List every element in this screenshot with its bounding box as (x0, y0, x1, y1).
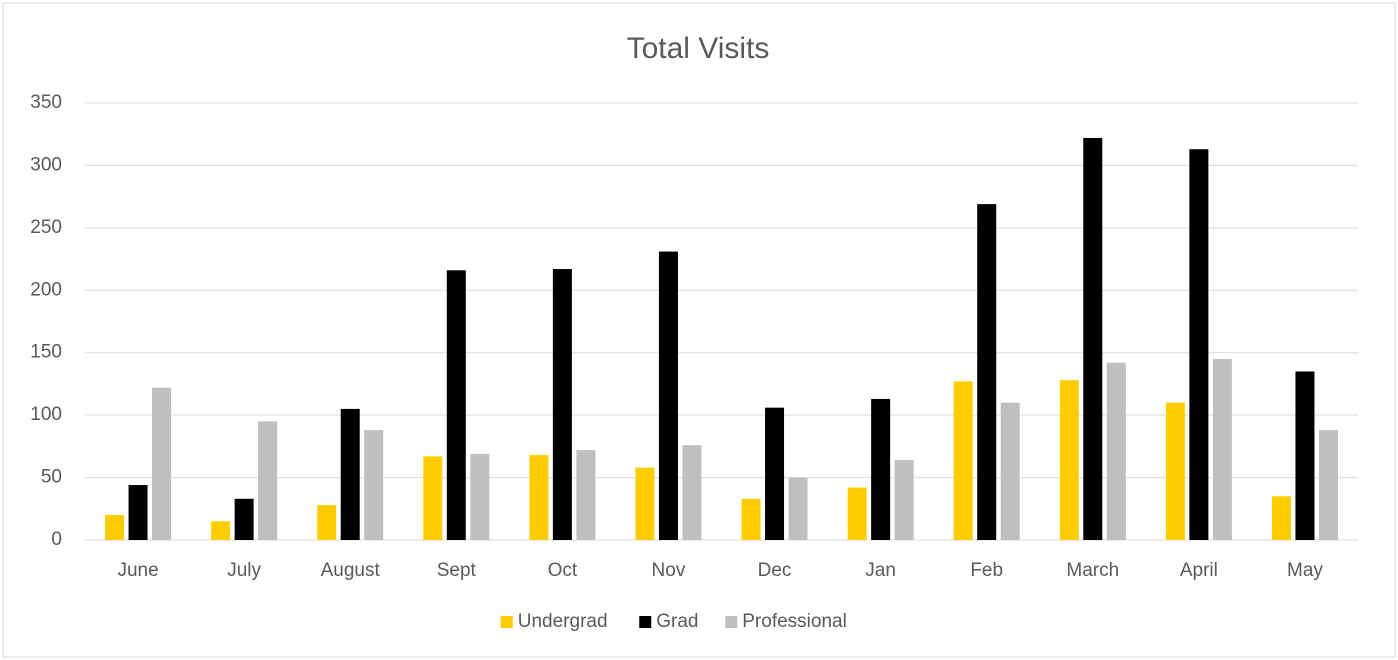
bar (1318, 430, 1338, 540)
chart-title: Total Visits (627, 32, 770, 65)
bar (529, 455, 549, 540)
bar (741, 498, 761, 540)
bar (977, 204, 997, 541)
legend-label: Grad (656, 611, 698, 632)
y-tick-label: 150 (30, 342, 62, 363)
x-tick-label: Sept (437, 560, 477, 581)
bar (1106, 362, 1126, 540)
bar (1000, 402, 1020, 540)
bar (470, 453, 490, 540)
bar (635, 467, 655, 540)
bar (788, 477, 808, 540)
x-tick-label: Dec (758, 560, 792, 581)
x-tick-label: April (1180, 560, 1218, 581)
x-tick-label: June (117, 560, 158, 581)
y-tick-label: 200 (30, 279, 62, 300)
x-tick-label: March (1066, 560, 1119, 581)
bar (364, 430, 384, 540)
bar (658, 251, 678, 540)
bar (446, 270, 466, 540)
bar (576, 450, 596, 540)
x-tick-label: Oct (548, 560, 578, 581)
bar (317, 505, 337, 540)
legend-swatch (725, 616, 738, 628)
bar (894, 460, 914, 540)
legend-label: Professional (742, 611, 847, 632)
bar (1212, 358, 1232, 540)
y-tick-label: 100 (30, 404, 62, 425)
bar (847, 487, 867, 540)
bar (1295, 371, 1315, 540)
y-tick-label: 250 (30, 217, 62, 238)
bar (128, 485, 148, 540)
bar (1059, 380, 1079, 540)
bar (1189, 149, 1209, 540)
x-tick-label: Feb (970, 560, 1003, 581)
bar (1271, 496, 1291, 540)
x-tick-label: Jan (865, 560, 896, 581)
bar (1083, 137, 1103, 540)
x-tick-label: May (1287, 560, 1323, 581)
bar (871, 398, 891, 540)
legend-label: Undergrad (518, 611, 608, 632)
x-tick-label: Nov (652, 560, 686, 581)
x-tick-label: August (321, 560, 381, 581)
bar (105, 515, 125, 540)
y-tick-label: 300 (30, 154, 62, 175)
y-tick-label: 350 (30, 92, 62, 113)
bar (258, 421, 278, 540)
bar (211, 521, 231, 540)
bar (682, 445, 702, 540)
bar (234, 498, 254, 540)
bar (765, 407, 785, 540)
bar (152, 387, 172, 540)
y-tick-label: 0 (51, 529, 62, 550)
y-tick-label: 50 (41, 467, 62, 488)
bar (423, 456, 443, 540)
legend-swatch (500, 616, 513, 628)
legend-swatch (639, 616, 652, 628)
bar (953, 381, 973, 540)
bar (552, 269, 572, 540)
bar (340, 408, 360, 540)
x-tick-label: July (227, 560, 261, 581)
bar (1165, 402, 1185, 540)
